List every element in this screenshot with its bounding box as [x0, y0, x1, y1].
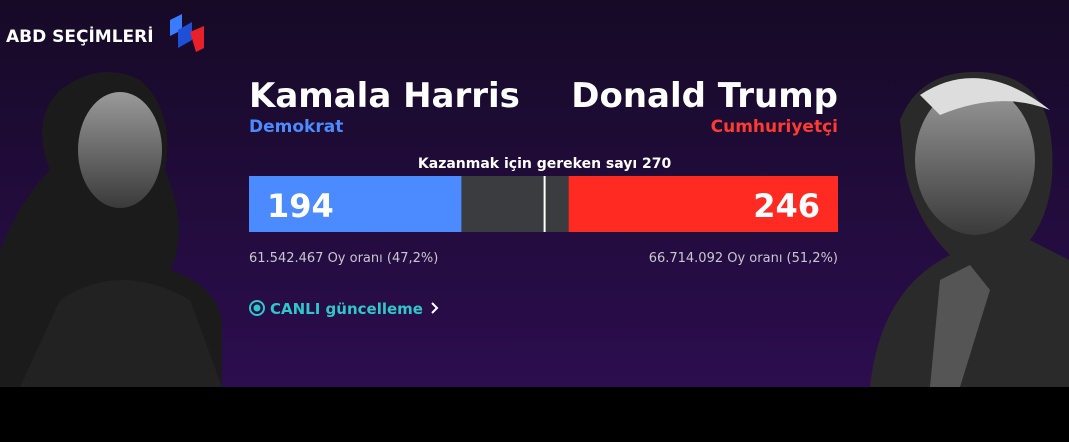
harris-portrait [0, 72, 222, 387]
live-link-text[interactable]: CANLI güncelleme [270, 300, 423, 318]
trump-portrait [870, 71, 1069, 387]
footer-strip [0, 387, 1069, 442]
popular-vote: 66.714.092 Oy oranı (51,2%) [649, 251, 838, 266]
party-label: Demokrat [249, 117, 343, 137]
bar-segment [249, 176, 462, 232]
vote-bar: 194 246 [249, 176, 838, 232]
popular-vote: 61.542.467 Oy oranı (47,2%) [249, 251, 438, 266]
candidate-name: Kamala Harris [249, 76, 520, 116]
bar-value: 246 [753, 187, 820, 225]
section-title[interactable]: ABD SEÇİMLERİ [6, 25, 154, 47]
party-label: Cumhuriyetçi [711, 117, 838, 137]
candidate-name: Donald Trump [571, 76, 838, 116]
bar-segment [568, 176, 838, 232]
bar-value: 194 [267, 187, 334, 225]
logo-icon [170, 14, 204, 52]
threshold-label: Kazanmak için gereken sayı 270 [418, 156, 672, 172]
live-link[interactable]: CANLI güncelleme [249, 300, 439, 318]
